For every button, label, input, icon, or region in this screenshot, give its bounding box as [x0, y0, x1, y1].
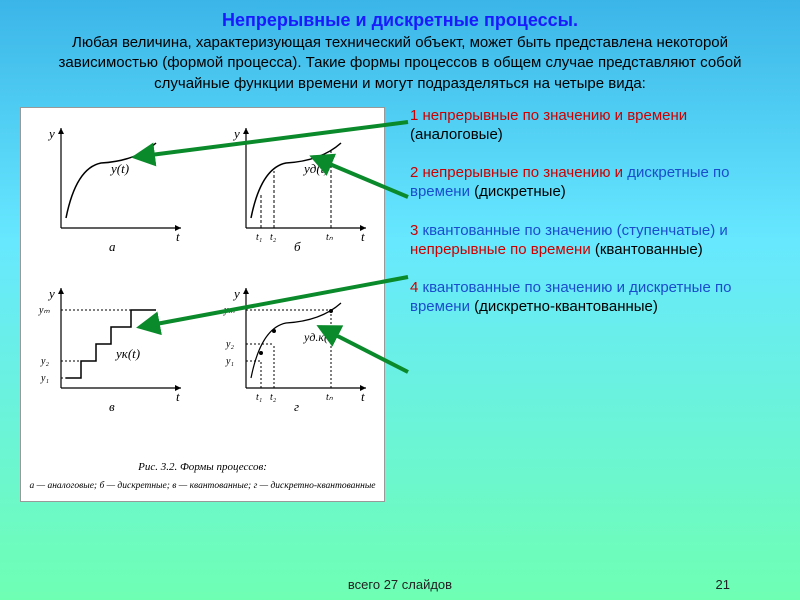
svg-text:y: y — [232, 286, 240, 301]
svg-text:y₁: y₁ — [225, 356, 234, 367]
svg-text:t₂: t₂ — [270, 232, 277, 243]
svg-text:t: t — [176, 229, 180, 244]
svg-text:y₂: y₂ — [225, 339, 234, 350]
footer-text: всего 27 слайдов — [0, 577, 800, 592]
diagram-subcaption: a — аналоговые; б — дискретные; в — кван… — [21, 481, 384, 491]
plot-d: y t y₁ y₂ yₘ yд.к(t) t₁ t₂ tₙ г — [216, 273, 376, 413]
svg-text:t₁: t₁ — [256, 392, 262, 403]
svg-text:б: б — [294, 239, 301, 253]
list-item-3: 3 квантованные по значению (ступенчатые)… — [410, 222, 780, 260]
plot-b: y t yд(t) t₁ t₂ tₙ б — [216, 113, 376, 253]
plot-a: y t y(t) а — [31, 113, 191, 253]
svg-text:t: t — [361, 229, 365, 244]
svg-text:t₂: t₂ — [270, 392, 277, 403]
list-item-1: 1 непрерывные по значению и времени (ана… — [410, 107, 780, 145]
svg-text:t₁: t₁ — [256, 232, 262, 243]
svg-text:в: в — [109, 399, 115, 413]
plot-c: y t y₁ y₂ yₘ yк(t) в — [31, 273, 191, 413]
svg-text:y₁: y₁ — [40, 373, 49, 384]
svg-text:tₙ: tₙ — [326, 232, 334, 243]
svg-text:t: t — [361, 389, 365, 404]
svg-text:tₙ: tₙ — [326, 392, 334, 403]
svg-text:y: y — [47, 286, 55, 301]
svg-text:t: t — [176, 389, 180, 404]
diagram-caption: Рис. 3.2. Формы процессов: — [21, 461, 384, 473]
page-number: 21 — [716, 577, 730, 592]
svg-text:y(t): y(t) — [109, 161, 129, 176]
svg-text:а: а — [109, 239, 116, 253]
svg-text:yк(t): yк(t) — [114, 346, 140, 361]
page-title: Непрерывные и дискретные процессы. — [32, 10, 768, 31]
svg-text:yₘ: yₘ — [223, 305, 235, 316]
diagram-panel: y t y(t) а y t yд(t) t₁ t₂ — [20, 107, 385, 502]
svg-text:г: г — [294, 399, 299, 413]
type-list: 1 непрерывные по значению и времени (ана… — [410, 107, 780, 337]
list-item-2: 2 непрерывные по значению и дискретные п… — [410, 164, 780, 202]
svg-text:yₘ: yₘ — [38, 305, 50, 316]
svg-text:y: y — [232, 126, 240, 141]
svg-text:yд.к(t): yд.к(t) — [303, 330, 335, 344]
svg-text:yд(t): yд(t) — [302, 161, 329, 176]
svg-text:y₂: y₂ — [40, 356, 49, 367]
page-subtitle: Любая величина, характеризующая техничес… — [32, 33, 768, 94]
list-item-4: 4 квантованные по значению и дискретные … — [410, 279, 780, 317]
svg-text:y: y — [47, 126, 55, 141]
